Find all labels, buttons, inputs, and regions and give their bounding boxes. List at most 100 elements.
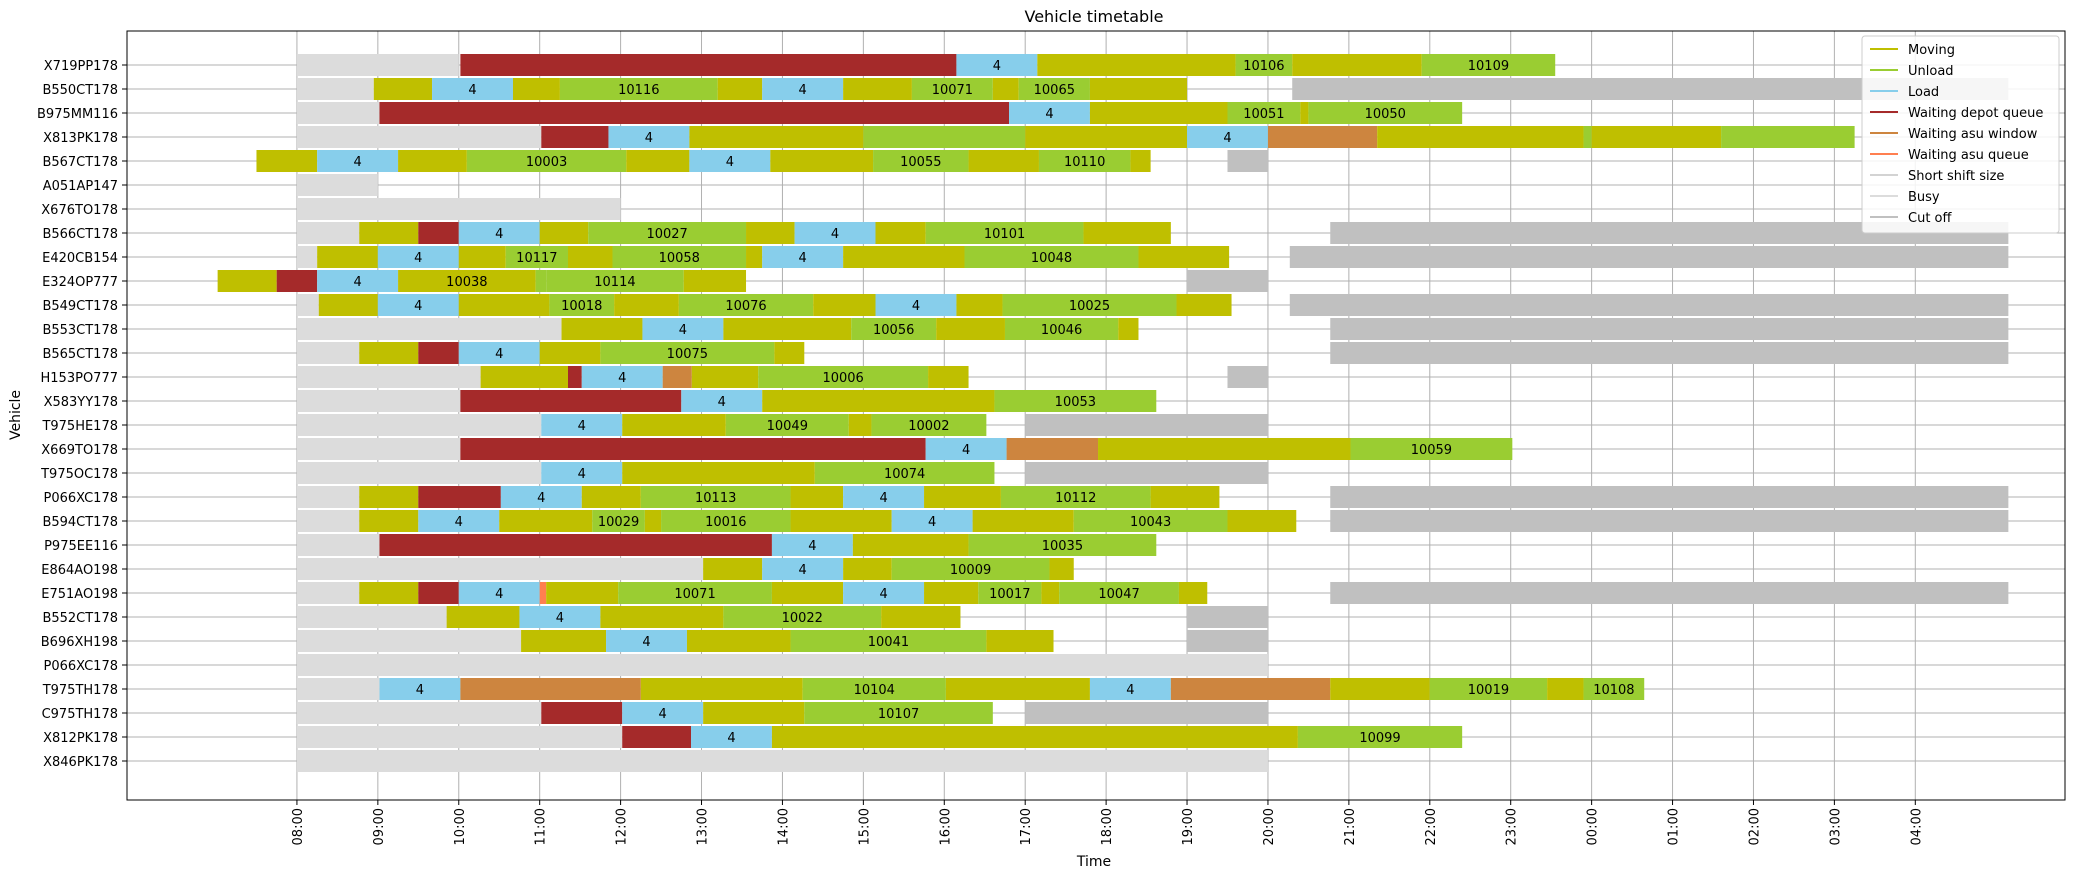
timeline-segment-moving bbox=[924, 582, 979, 604]
segment-label: 10065 bbox=[1034, 83, 1075, 98]
timeline-segment-load bbox=[681, 390, 763, 412]
timeline-segment-unload bbox=[1235, 54, 1293, 76]
timeline-segment-load bbox=[458, 342, 540, 364]
timeline-segment-moving bbox=[1138, 246, 1230, 268]
x-tick-label: 15:00 bbox=[857, 808, 872, 845]
timeline-segment-load bbox=[642, 318, 724, 340]
segment-label: 4 bbox=[726, 155, 734, 170]
timeline-segment-moving bbox=[992, 78, 1019, 100]
segment-label: 4 bbox=[645, 131, 653, 146]
segment-label: 10051 bbox=[1243, 107, 1284, 122]
timeline-segment-unload bbox=[1583, 678, 1645, 700]
segment-label: 10025 bbox=[1069, 299, 1110, 314]
timeline-segment-moving bbox=[1089, 78, 1188, 100]
timeline-segment-moving bbox=[703, 558, 763, 580]
timeline-segment-load bbox=[843, 582, 925, 604]
segment-label: 4 bbox=[1223, 131, 1231, 146]
timeline-segment-busy bbox=[296, 534, 380, 556]
segment-label: 4 bbox=[353, 275, 361, 290]
y-tick-label: B552CT178 bbox=[42, 611, 118, 626]
segment-label: 4 bbox=[727, 731, 735, 746]
timeline-segment-moving bbox=[762, 390, 995, 412]
timeline-segment-load bbox=[608, 126, 690, 148]
timeline-segment-unload bbox=[588, 222, 747, 244]
timeline-segment-busy bbox=[296, 390, 461, 412]
timeline-segment-unload bbox=[863, 126, 1026, 148]
segment-label: 4 bbox=[679, 323, 687, 338]
segment-label: 10003 bbox=[526, 155, 567, 170]
segment-label: 4 bbox=[831, 227, 839, 242]
timeline-segment-moving bbox=[446, 606, 520, 628]
timeline-segment-unload bbox=[891, 558, 1050, 580]
timeline-segment-unload bbox=[978, 582, 1042, 604]
timeline-segment-moving bbox=[703, 702, 805, 724]
timeline-segment-unload bbox=[802, 678, 946, 700]
timeline-segment-cutoff bbox=[1187, 630, 1268, 652]
timeline-segment-unload bbox=[549, 294, 615, 316]
timeline-segment-load bbox=[377, 246, 459, 268]
legend-entry-busy: Busy bbox=[1908, 190, 1940, 205]
timeline-segment-busy bbox=[296, 222, 360, 244]
timeline-segment-cutoff bbox=[1330, 318, 2009, 340]
segment-label: 10108 bbox=[1593, 683, 1634, 698]
y-tick-label: X846PK178 bbox=[43, 755, 118, 770]
timeline-segment-moving bbox=[771, 582, 844, 604]
timeline-segment-moving bbox=[771, 726, 1298, 748]
x-tick-label: 17:00 bbox=[1019, 808, 1034, 845]
timeline-segment-moving bbox=[499, 510, 593, 532]
segment-label: 10035 bbox=[1042, 539, 1083, 554]
timeline-segment-unload bbox=[466, 150, 627, 172]
segment-label: 4 bbox=[578, 467, 586, 482]
segment-label: 10058 bbox=[659, 251, 700, 266]
timeline-segment-cutoff bbox=[1292, 78, 2009, 100]
timeline-segment-cutoff bbox=[1330, 342, 2009, 364]
timeline-segment-load bbox=[691, 726, 772, 748]
timeline-segment-moving bbox=[686, 630, 791, 652]
timeline-segment-moving bbox=[843, 246, 965, 268]
timeline-segment-cutoff bbox=[1025, 702, 1268, 724]
y-tick-label: B594CT178 bbox=[42, 515, 118, 530]
timeline-segment-moving bbox=[614, 294, 679, 316]
timeline-segment-cutoff bbox=[1227, 150, 1268, 172]
timeline-segment-busy bbox=[296, 438, 461, 460]
x-tick-label: 10:00 bbox=[453, 808, 468, 845]
x-tick-label: 01:00 bbox=[1667, 808, 1682, 845]
timeline-segment-load bbox=[317, 270, 399, 292]
timeline-segment-busy bbox=[296, 174, 378, 196]
timeline-segment-moving bbox=[373, 78, 433, 100]
segment-label: 10006 bbox=[822, 371, 863, 386]
segment-label: 4 bbox=[455, 515, 463, 530]
timeline-segment-moving bbox=[986, 630, 1054, 652]
timeline-segment-moving bbox=[770, 150, 874, 172]
timeline-segment-cutoff bbox=[1227, 366, 1268, 388]
segment-label: 4 bbox=[718, 395, 726, 410]
legend-entry-unload: Unload bbox=[1908, 64, 1954, 79]
timeline-segment-moving bbox=[972, 510, 1074, 532]
timeline-segment-moving bbox=[1049, 558, 1074, 580]
segment-label: 10056 bbox=[873, 323, 914, 338]
timeline-segment-moving bbox=[1300, 102, 1309, 124]
timeline-segment-moving bbox=[790, 510, 892, 532]
y-tick-label: P975EE116 bbox=[44, 539, 118, 554]
timeline-segment-depot bbox=[541, 702, 623, 724]
segment-label: 4 bbox=[808, 539, 816, 554]
timeline-segment-load bbox=[317, 150, 399, 172]
timeline-segment-unload bbox=[814, 462, 995, 484]
segment-label: 4 bbox=[879, 587, 887, 602]
timeline-segment-busy bbox=[296, 294, 319, 316]
timeline-segment-load bbox=[606, 630, 687, 652]
x-tick-labels: 08:00 09:00 10:00 11:00 12:00 13:00 14:00 15:00… bbox=[291, 800, 1924, 845]
x-tick-label: 11:00 bbox=[534, 808, 549, 845]
x-tick-label: 08:00 bbox=[291, 808, 306, 845]
timeline-segment-busy bbox=[296, 558, 704, 580]
timeline-segment-unload bbox=[1018, 78, 1090, 100]
segment-label: 4 bbox=[1126, 683, 1134, 698]
timeline-segment-moving bbox=[790, 486, 844, 508]
y-tick-label: H153PO777 bbox=[41, 371, 118, 386]
timeline-segment-window bbox=[1170, 678, 1331, 700]
timeline-segment-moving bbox=[1591, 126, 1722, 148]
segment-label: 10112 bbox=[1055, 491, 1096, 506]
segment-label: 4 bbox=[618, 371, 626, 386]
timeline-segment-moving bbox=[843, 78, 912, 100]
segment-label: 10116 bbox=[618, 83, 659, 98]
